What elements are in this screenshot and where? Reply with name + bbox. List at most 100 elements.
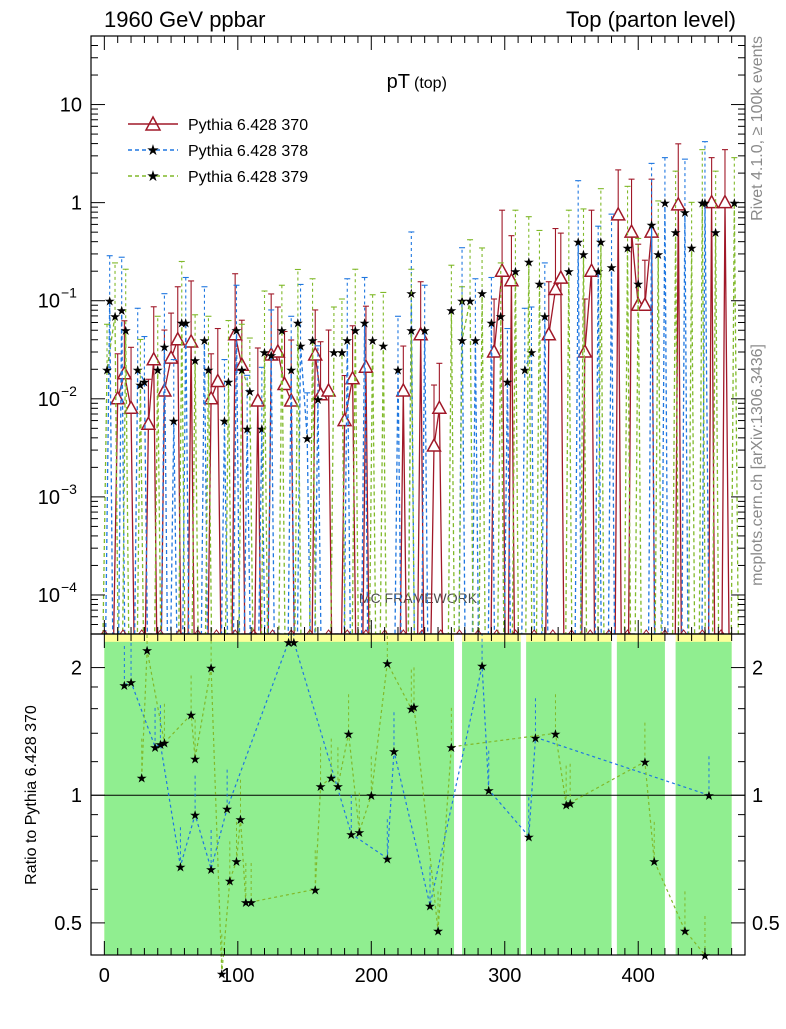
data-point: ★	[359, 315, 371, 330]
ratio-point: ★	[523, 829, 535, 844]
data-point: ★	[223, 375, 235, 390]
data-point: ★	[659, 196, 671, 211]
data-point: ★	[135, 377, 147, 392]
y-tick-label: 10	[38, 487, 60, 509]
ratio-point: ★	[283, 635, 295, 650]
data-point-370	[583, 262, 600, 277]
ratio-point: ★	[560, 798, 572, 813]
band-gap-2	[611, 634, 617, 955]
data-point: ★	[295, 338, 307, 353]
data-point: ★	[259, 345, 271, 360]
data-point: ★	[495, 309, 507, 324]
band-gap-0	[454, 634, 463, 955]
legend-marker-378: ★	[146, 142, 159, 159]
data-point-370	[320, 382, 337, 397]
ratio-point: ★	[155, 737, 167, 752]
ratio-y-tick-label-right: 0.5	[752, 913, 780, 935]
data-point: ★	[244, 384, 256, 399]
plot-title: pT	[387, 71, 410, 93]
data-point: ★	[470, 333, 482, 348]
ratio-ylabel: Ratio to Pythia 6.428 370	[23, 705, 40, 885]
ratio-point: ★	[648, 854, 660, 869]
ratio-point: ★	[550, 726, 562, 741]
header-right: Top (parton level)	[566, 7, 736, 32]
band-green	[104, 641, 732, 955]
x-tick-label: 100	[221, 965, 254, 987]
data-point: ★	[159, 340, 171, 355]
ratio-point: ★	[159, 736, 171, 751]
x-tick-label: 400	[622, 965, 655, 987]
data-point: ★	[606, 260, 618, 275]
ratio-point: ★	[240, 895, 252, 910]
series-line-2	[102, 202, 739, 635]
x-tick-label: 200	[355, 965, 388, 987]
ratio-point: ★	[245, 895, 257, 910]
ratio-point: ★	[703, 788, 715, 803]
rivet-label: Rivet 4.1.0, ≥ 100k events	[749, 36, 766, 221]
data-point-370	[116, 365, 133, 380]
data-point: ★	[446, 303, 458, 318]
legend-label-378: Pythia 6.428 378	[188, 143, 308, 160]
ratio-y-tick-label: 2	[71, 658, 82, 680]
y-tick-label: 10	[38, 585, 60, 607]
data-point: ★	[120, 323, 132, 338]
data-point-370	[431, 399, 448, 415]
data-point: ★	[539, 309, 551, 324]
data-point: ★	[189, 353, 201, 368]
data-point: ★	[101, 362, 113, 377]
header-left: 1960 GeV ppbar	[104, 7, 265, 32]
data-point: ★	[679, 205, 691, 220]
ratio-frame	[90, 633, 746, 956]
data-point: ★	[595, 235, 607, 250]
ratio-point: ★	[315, 779, 327, 794]
data-point-370	[395, 382, 412, 397]
data-point: ★	[534, 276, 546, 291]
ratio-y-tick-label-right: 1	[752, 785, 763, 807]
ratio-point: ★	[353, 825, 365, 840]
data-point: ★	[686, 240, 698, 255]
data-point: ★	[699, 196, 711, 211]
data-point: ★	[563, 264, 575, 279]
data-point-370	[227, 326, 243, 341]
data-point: ★	[519, 362, 531, 377]
ratio-point: ★	[483, 783, 495, 798]
data-point: ★	[592, 264, 604, 279]
data-point: ★	[456, 333, 468, 348]
data-point: ★	[377, 338, 389, 353]
data-point-370	[210, 372, 226, 388]
ratio-point: ★	[216, 966, 228, 981]
data-point: ★	[109, 309, 121, 324]
band-gap-3	[664, 634, 676, 955]
x-axis: 0 100 200 300 400	[90, 36, 746, 987]
data-point: ★	[265, 348, 277, 363]
data-point-370	[547, 280, 564, 296]
data-point-370	[703, 194, 720, 209]
data-point: ★	[312, 392, 324, 407]
ratio-point: ★	[424, 898, 436, 913]
band-gap-1	[520, 634, 527, 955]
ratio-point: ★	[185, 708, 197, 723]
ratio-point: ★	[325, 771, 337, 786]
ratio-point: ★	[381, 656, 393, 671]
data-point: ★	[116, 303, 128, 318]
plot-title-sub: (top)	[414, 75, 447, 92]
y-tick-label: 10	[60, 95, 82, 117]
data-point: ★	[139, 375, 151, 390]
x-tick-label: 0	[99, 965, 110, 987]
data-point: ★	[336, 345, 348, 360]
data-point: ★	[219, 414, 231, 429]
ratio-point: ★	[136, 771, 148, 786]
data-point: ★	[256, 421, 268, 436]
data-point-370	[717, 194, 733, 209]
data-point: ★	[486, 315, 498, 330]
data-point-370	[276, 375, 293, 391]
ratio-point: ★	[345, 827, 357, 842]
ratio-series-line-0	[124, 641, 710, 906]
y-tick-label: 10	[38, 389, 60, 411]
data-point: ★	[464, 294, 476, 309]
series-line-1	[105, 202, 710, 635]
data-point-370	[123, 399, 139, 415]
ratio-point: ★	[175, 859, 187, 874]
data-point: ★	[132, 362, 144, 377]
